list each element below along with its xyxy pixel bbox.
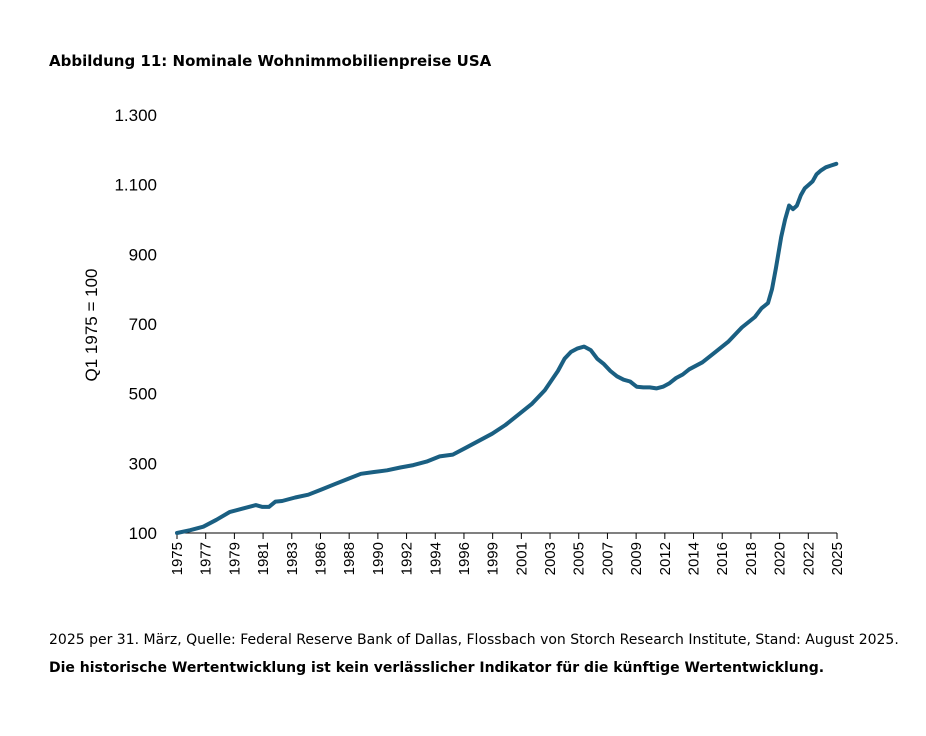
x-tick-label: 1996 [456,542,473,575]
x-tick-label: 1990 [370,542,387,575]
x-tick-label: 2009 [628,542,645,575]
footnote-disclaimer: Die historische Wertentwicklung ist kein… [49,660,825,676]
x-tick-label: 1977 [198,542,215,575]
footnote: 2025 per 31. März, Quelle: Federal Reser… [49,626,899,682]
x-tick-label: 2020 [772,542,789,575]
series-line [175,161,839,535]
y-tick-label: 1.300 [114,106,157,125]
x-tick-label: 1994 [427,542,444,575]
x-tick-label: 1988 [341,542,358,575]
footnote-text: 2025 per 31. März, Quelle: Federal Reser… [49,632,899,648]
y-tick-label: 300 [129,454,157,473]
x-tick-label: 1983 [284,542,301,575]
y-tick-label: 900 [129,245,157,264]
x-tick-label: 1975 [169,542,186,575]
x-tick-label: 1981 [255,542,272,575]
x-tick-label: 2016 [714,542,731,575]
x-axis: 1975 1977 1979 1981 1983 1986 1988 1990 1992 1994… [169,532,846,575]
x-tick-label: 2007 [599,542,616,575]
x-tick-label: 2005 [571,542,588,575]
x-tick-label: 2003 [542,542,559,575]
series-group [175,161,839,535]
x-tick-label: 2014 [686,542,703,575]
x-tick-label: 2001 [513,542,530,575]
x-tick-label: 2025 [829,542,846,575]
y-tick-label: 100 [129,524,157,543]
y-tick-label: 1.100 [114,176,157,195]
x-tick-label: 1999 [485,542,502,575]
chart-title: Abbildung 11: Nominale Wohnimmobilienpre… [49,52,492,70]
x-tick-label: 2012 [657,542,674,575]
y-axis-ticks: 100 300 500 700 900 1.100 1.300 [114,106,157,543]
x-tick-label: 2018 [743,542,760,575]
x-tick-label: 2022 [800,542,817,575]
x-tick-label: 1992 [399,542,416,575]
x-tick-label: 1986 [312,542,329,575]
y-tick-label: 500 [129,385,157,404]
x-tick-label: 1979 [226,542,243,575]
y-tick-label: 700 [129,315,157,334]
